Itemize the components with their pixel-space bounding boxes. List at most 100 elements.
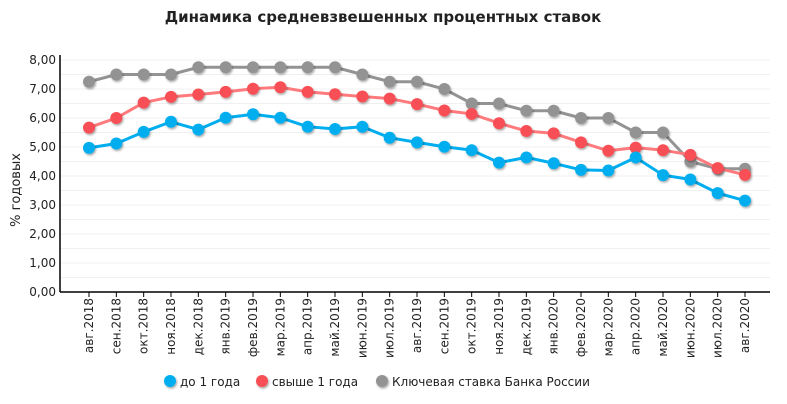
data-point [520, 151, 533, 164]
data-point [629, 141, 642, 154]
data-point [493, 97, 505, 110]
data-point [301, 61, 314, 74]
legend-item: свыше 1 года [256, 375, 358, 389]
data-point [711, 162, 724, 175]
x-tick-label: фев.2020 [574, 298, 588, 357]
y-tick-label: 2,00 [29, 227, 56, 241]
legend-marker [256, 375, 268, 387]
data-point [329, 123, 341, 136]
legend-label: свыше 1 года [272, 375, 358, 389]
data-point [192, 61, 205, 74]
y-tick-label: 6,00 [29, 111, 56, 125]
data-point [301, 85, 314, 98]
x-tick-label: май.2019 [328, 298, 342, 357]
data-point [329, 61, 341, 74]
data-point [383, 92, 396, 105]
chart-title: Динамика средневзвешенных процентных ста… [165, 8, 602, 26]
series-line [88, 112, 746, 203]
x-tick-label: апр.2019 [301, 298, 315, 355]
data-point [411, 136, 423, 149]
data-point [247, 61, 259, 74]
y-tick-label: 1,00 [29, 256, 56, 270]
legend-item: Ключевая ставка Банка России [376, 375, 590, 389]
data-point [301, 120, 314, 133]
y-tick-label: 8,00 [29, 53, 56, 67]
x-tick-label: июл.2019 [383, 298, 397, 358]
data-point [602, 144, 615, 157]
data-point [165, 68, 177, 81]
data-point [684, 148, 697, 161]
data-point [247, 82, 259, 95]
data-point [739, 194, 751, 207]
data-point [520, 104, 533, 117]
y-axis-label: % годовых [9, 153, 24, 227]
x-tick-label: апр.2020 [629, 298, 643, 355]
data-point [575, 163, 587, 176]
x-tick-label: окт.2019 [465, 298, 479, 354]
y-tick-label: 0,00 [29, 285, 56, 299]
x-tick-label: янв.2019 [219, 298, 233, 355]
legend-item: до 1 года [164, 375, 240, 389]
x-tick-label: мар.2019 [273, 298, 287, 356]
data-point [602, 112, 615, 124]
data-point [110, 112, 123, 124]
data-point [165, 90, 177, 103]
data-point [657, 126, 669, 139]
data-point [411, 75, 423, 88]
y-tick-label: 7,00 [29, 82, 56, 96]
data-point [657, 144, 669, 157]
data-point [137, 68, 150, 81]
x-tick-label: авг.2018 [82, 298, 96, 353]
x-tick-label: авг.2020 [738, 298, 752, 353]
data-point [356, 120, 369, 133]
series-0 [83, 108, 751, 207]
data-point [329, 88, 341, 101]
legend-label: до 1 года [180, 375, 240, 389]
data-point [438, 104, 451, 117]
data-point [356, 68, 369, 81]
data-point [274, 61, 287, 74]
x-tick-label: июн.2020 [683, 298, 697, 358]
data-point [739, 168, 751, 181]
data-point [219, 111, 232, 124]
y-tick-label: 4,00 [29, 169, 56, 183]
data-point [629, 151, 642, 164]
data-point [383, 131, 396, 144]
x-tick-label: ноя.2019 [492, 298, 506, 355]
data-point [438, 140, 451, 153]
data-point [684, 173, 697, 186]
x-tick-label: сен.2018 [109, 298, 123, 354]
x-tick-label: фев.2019 [246, 298, 260, 357]
data-point [192, 123, 205, 136]
data-point [165, 115, 177, 128]
legend-marker [376, 375, 388, 387]
y-tick-label: 3,00 [29, 198, 56, 212]
data-point [465, 97, 478, 110]
x-tick-label: июл.2020 [711, 298, 725, 358]
x-tick-label: янв.2020 [547, 298, 561, 355]
data-point [137, 125, 150, 138]
data-point [575, 136, 587, 149]
data-point [629, 126, 642, 139]
data-point [438, 83, 451, 95]
data-point [274, 81, 287, 94]
data-point [657, 169, 669, 182]
data-point [83, 141, 95, 154]
x-tick-label: май.2020 [656, 298, 670, 357]
data-point [383, 75, 396, 88]
x-tick-label: дек.2019 [519, 298, 533, 355]
data-point [192, 88, 205, 101]
data-point [219, 61, 232, 74]
x-tick-label: июн.2019 [355, 298, 369, 358]
data-point [411, 98, 423, 111]
data-point [493, 117, 505, 130]
data-point [711, 187, 724, 200]
data-point [547, 104, 560, 117]
legend-label: Ключевая ставка Банка России [392, 375, 590, 389]
data-point [110, 137, 123, 150]
data-point [137, 96, 150, 109]
data-point [547, 127, 560, 140]
x-tick-label: окт.2018 [137, 298, 151, 354]
